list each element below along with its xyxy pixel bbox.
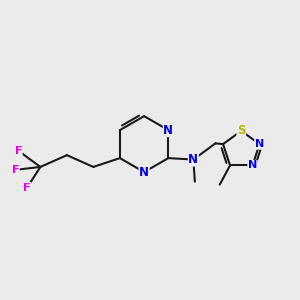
- Text: F: F: [15, 146, 22, 156]
- Text: N: N: [163, 124, 173, 136]
- Text: S: S: [237, 124, 245, 137]
- Text: N: N: [248, 160, 257, 170]
- Text: F: F: [12, 165, 19, 175]
- Text: N: N: [139, 166, 149, 178]
- Text: F: F: [23, 182, 31, 193]
- Text: N: N: [188, 153, 198, 166]
- Text: N: N: [255, 139, 264, 149]
